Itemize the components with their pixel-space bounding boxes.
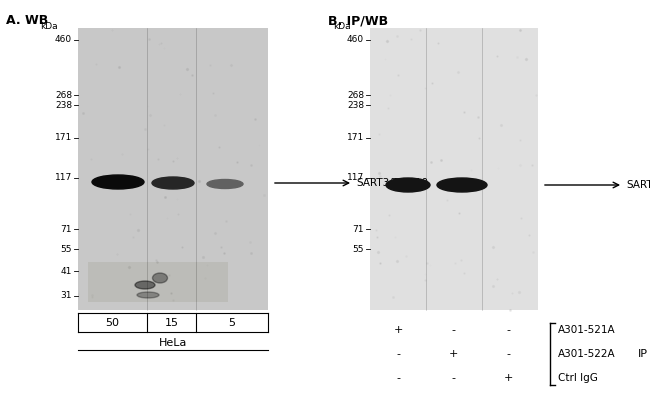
Ellipse shape: [207, 180, 243, 188]
Text: 5: 5: [229, 317, 235, 328]
Text: SART3/TIP110: SART3/TIP110: [356, 178, 428, 188]
Text: 71: 71: [352, 224, 364, 233]
Text: -: -: [506, 349, 510, 359]
Bar: [78, 28, 268, 310]
Text: HeLa: HeLa: [159, 338, 187, 348]
Text: kDa: kDa: [333, 22, 350, 31]
Text: +: +: [393, 325, 403, 335]
Text: 171: 171: [346, 133, 364, 142]
Text: +: +: [448, 349, 458, 359]
Text: SART3/TIP110: SART3/TIP110: [626, 180, 650, 190]
Text: 71: 71: [60, 224, 72, 233]
Text: -: -: [451, 325, 455, 335]
Text: B. IP/WB: B. IP/WB: [328, 14, 389, 27]
Text: 460: 460: [55, 35, 72, 44]
Text: 41: 41: [60, 266, 72, 275]
Bar: [88, 262, 228, 302]
Text: +: +: [503, 373, 513, 383]
Text: 50: 50: [105, 317, 119, 328]
Text: 238: 238: [347, 100, 364, 109]
Text: -: -: [396, 349, 400, 359]
Text: 55: 55: [352, 244, 364, 253]
Text: 15: 15: [165, 317, 179, 328]
Ellipse shape: [152, 177, 194, 189]
Text: 31: 31: [60, 291, 72, 301]
Bar: [370, 28, 538, 310]
Text: 171: 171: [55, 133, 72, 142]
Text: 268: 268: [55, 91, 72, 100]
Text: -: -: [506, 325, 510, 335]
Text: A301-522A: A301-522A: [558, 349, 616, 359]
Ellipse shape: [92, 175, 144, 189]
Text: IP: IP: [638, 349, 648, 359]
Text: A301-521A: A301-521A: [558, 325, 616, 335]
Text: kDa: kDa: [40, 22, 58, 31]
Text: -: -: [451, 373, 455, 383]
Text: 117: 117: [346, 173, 364, 182]
Text: 55: 55: [60, 244, 72, 253]
Ellipse shape: [437, 178, 487, 192]
Text: -: -: [396, 373, 400, 383]
Text: 268: 268: [347, 91, 364, 100]
Ellipse shape: [137, 292, 159, 298]
Ellipse shape: [386, 178, 430, 192]
Ellipse shape: [153, 273, 168, 283]
Text: 117: 117: [55, 173, 72, 182]
Text: 238: 238: [55, 100, 72, 109]
Text: Ctrl IgG: Ctrl IgG: [558, 373, 598, 383]
Text: 460: 460: [347, 35, 364, 44]
Text: A. WB: A. WB: [6, 14, 49, 27]
Ellipse shape: [135, 281, 155, 289]
